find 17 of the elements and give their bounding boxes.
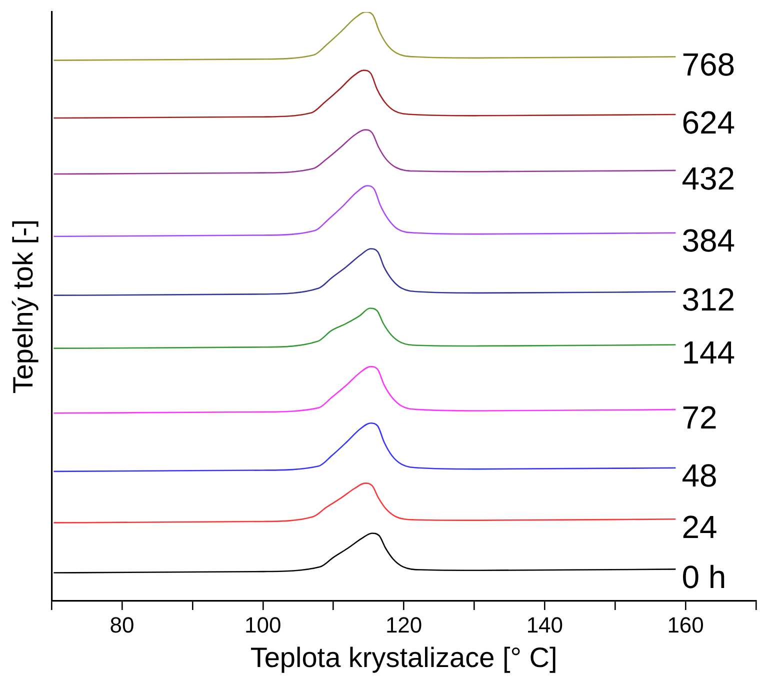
- series-label: 144: [682, 334, 736, 371]
- series-label: 432: [682, 160, 736, 196]
- x-tick-label: 100: [244, 612, 282, 638]
- series-label: 624: [682, 104, 736, 140]
- series-label: 312: [682, 282, 736, 318]
- x-tick-label: 160: [667, 612, 704, 638]
- x-tick-label: 140: [526, 612, 564, 638]
- series-label: 384: [682, 222, 736, 259]
- series-label: 48: [682, 458, 718, 494]
- series-label: 0 h: [682, 559, 726, 596]
- x-tick-label: 120: [385, 612, 422, 638]
- series-label: 24: [682, 508, 718, 545]
- series-label: 768: [682, 46, 736, 83]
- y-axis-title: Tepelný tok [-]: [8, 219, 39, 394]
- series-label: 72: [682, 399, 718, 436]
- x-axis-title: Teplota krystalizace [° C]: [250, 642, 558, 673]
- x-tick-label: 80: [110, 612, 134, 638]
